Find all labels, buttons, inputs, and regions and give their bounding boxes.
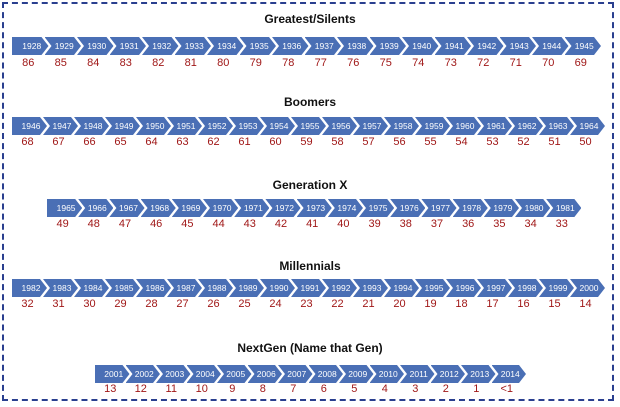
generation-title-nextgen: NextGen (Name that Gen): [237, 341, 383, 355]
generation-title-millennials: Millennials: [279, 259, 341, 273]
generation-title-boomers: Boomers: [283, 95, 336, 109]
generation-title-greatest-silents: Greatest/Silents: [264, 12, 356, 26]
dashed-frame: [2, 2, 614, 401]
generation-title-generation-x: Generation X: [272, 178, 348, 192]
